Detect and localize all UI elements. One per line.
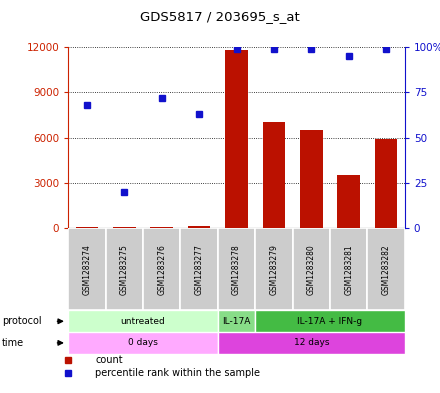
Bar xyxy=(180,228,218,310)
Text: GDS5817 / 203695_s_at: GDS5817 / 203695_s_at xyxy=(140,10,300,23)
Bar xyxy=(68,228,106,310)
Text: count: count xyxy=(95,354,123,365)
Bar xyxy=(337,175,360,228)
Bar xyxy=(188,226,210,228)
Bar xyxy=(225,50,248,228)
Text: 12 days: 12 days xyxy=(293,338,329,347)
Bar xyxy=(150,227,173,228)
Bar xyxy=(76,227,98,228)
Text: percentile rank within the sample: percentile rank within the sample xyxy=(95,367,260,378)
Bar xyxy=(367,228,405,310)
Text: 0 days: 0 days xyxy=(128,338,158,347)
Text: time: time xyxy=(2,338,24,348)
Text: GSM1283278: GSM1283278 xyxy=(232,244,241,295)
Text: protocol: protocol xyxy=(2,316,42,326)
Bar xyxy=(68,332,218,354)
Bar xyxy=(255,228,293,310)
Bar xyxy=(218,228,255,310)
Text: GSM1283275: GSM1283275 xyxy=(120,244,129,295)
Bar xyxy=(218,332,405,354)
Bar xyxy=(143,228,180,310)
Bar xyxy=(300,130,323,228)
Bar xyxy=(293,228,330,310)
Bar xyxy=(255,310,405,332)
Text: GSM1283280: GSM1283280 xyxy=(307,244,316,295)
Bar xyxy=(375,139,397,228)
Bar xyxy=(263,123,285,228)
Bar xyxy=(330,228,367,310)
Text: GSM1283281: GSM1283281 xyxy=(344,244,353,294)
Text: GSM1283277: GSM1283277 xyxy=(194,244,204,295)
Bar xyxy=(113,227,136,228)
Text: GSM1283276: GSM1283276 xyxy=(157,244,166,295)
Bar xyxy=(68,310,218,332)
Text: IL-17A + IFN-g: IL-17A + IFN-g xyxy=(297,317,363,326)
Text: GSM1283279: GSM1283279 xyxy=(269,244,279,295)
Text: GSM1283274: GSM1283274 xyxy=(82,244,92,295)
Text: IL-17A: IL-17A xyxy=(222,317,251,326)
Bar xyxy=(218,310,255,332)
Text: untreated: untreated xyxy=(121,317,165,326)
Bar xyxy=(106,228,143,310)
Text: GSM1283282: GSM1283282 xyxy=(381,244,391,294)
